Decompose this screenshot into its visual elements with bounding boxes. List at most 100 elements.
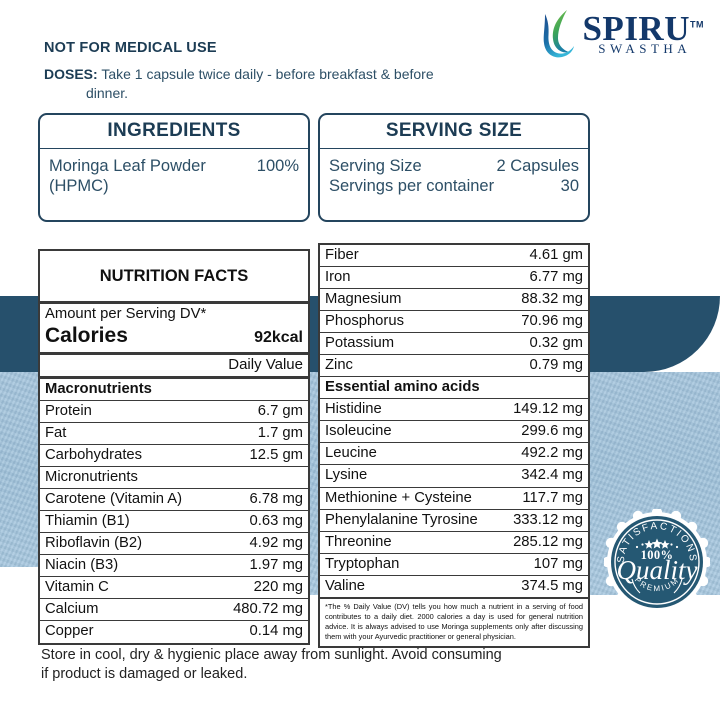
storage-line-2: if product is damaged or leaked.: [41, 665, 248, 682]
nutrition-row: Isoleucine 299.6 mg: [320, 421, 588, 444]
nutrition-row: Valine 374.5 mg: [320, 575, 588, 597]
header-block: NOT FOR MEDICAL USE DOSES: Take 1 capsul…: [44, 40, 564, 103]
nutrient-label: Lysine: [325, 467, 368, 484]
nutrition-row: Riboflavin (B2) 4.92 mg: [40, 533, 308, 556]
serving-size-row: Serving Size 2 Capsules: [329, 156, 579, 176]
daily-value-label: Daily Value: [228, 355, 303, 373]
nutrition-facts-table-left: NUTRITION FACTS Amount per Serving DV* C…: [38, 249, 310, 645]
nutrition-row: Vitamin C 220 mg: [40, 577, 308, 600]
nutrient-value: 285.12 mg: [513, 533, 583, 550]
nutrition-row: Fat 1.7 gm: [40, 423, 308, 446]
nutrient-label: Zinc: [325, 357, 353, 374]
nutrient-label: Riboflavin (B2): [45, 535, 143, 552]
nutrient-label: Magnesium: [325, 291, 402, 308]
doses-label: DOSES: [44, 66, 94, 82]
serving-size-label: Servings per container: [329, 177, 495, 196]
nutrition-row: Protein 6.7 gm: [40, 401, 308, 424]
badge-main-text: Quality: [617, 555, 698, 585]
serving-size-label: Serving Size: [329, 157, 422, 175]
nutrition-row: Thiamin (B1) 0.63 mg: [40, 511, 308, 534]
nutrition-row: Leucine 492.2 mg: [320, 443, 588, 466]
nutrient-value: 107 mg: [533, 555, 583, 572]
ingredients-box: INGREDIENTS Moringa Leaf Powder 100% (HP…: [38, 113, 310, 222]
nutrient-label: Potassium: [325, 335, 395, 352]
nutrient-label: Methionine + Cysteine: [325, 489, 472, 506]
dosage-instructions: DOSES: Take 1 capsule twice daily - befo…: [44, 65, 564, 103]
serving-size-value: 30: [560, 177, 579, 196]
amount-per-serving-row: Amount per Serving DV*: [40, 304, 308, 324]
nutrient-value: 149.12 mg: [513, 401, 583, 418]
brand-logo: SPIRUTM SWASTHA: [536, 8, 704, 60]
serving-size-value: 2 Capsules: [496, 157, 579, 175]
doses-separator: :: [93, 66, 98, 82]
nutrient-label: Micronutrients: [45, 469, 138, 486]
nutrition-row: Zinc 0.79 mg: [320, 355, 588, 378]
nutrition-row: Carotene (Vitamin A) 6.78 mg: [40, 489, 308, 512]
nutrient-label: Vitamin C: [45, 579, 109, 596]
nutrition-row: Tryptophan 107 mg: [320, 553, 588, 576]
nutrient-label: Niacin (B3): [45, 557, 119, 574]
nutrient-value: 374.5 mg: [521, 577, 583, 594]
nutrient-label: Carotene (Vitamin A): [45, 491, 183, 508]
brand-name: SPIRU: [582, 9, 690, 49]
nutrition-row: Methionine + Cysteine 117.7 mg: [320, 487, 588, 510]
nutrient-label: Leucine: [325, 445, 377, 462]
nutrient-label: Calcium: [45, 601, 99, 618]
nutrient-value: 4.61 gm: [529, 247, 583, 263]
nutrient-value: 6.77 mg: [529, 269, 583, 286]
nutrient-label: Essential amino acids: [325, 379, 480, 396]
quality-seal-icon: SATISFACTIONS 100% Quality PREMIUM: [604, 509, 710, 615]
nutrient-label: Iron: [325, 269, 351, 286]
daily-value-row: Daily Value: [40, 354, 308, 379]
nutrient-value: 220 mg: [253, 579, 303, 596]
ingredient-name: Moringa Leaf Powder: [49, 157, 206, 175]
nutrient-label: Phosphorus: [325, 313, 404, 330]
nutrition-row: Lysine 342.4 mg: [320, 465, 588, 488]
nutrition-row: Threonine 285.12 mg: [320, 531, 588, 554]
nutrient-label: Copper: [45, 623, 94, 640]
daily-value-footnote: *The % Daily Value (DV) tells you how mu…: [320, 596, 588, 646]
ingredient-percent: 100%: [256, 157, 299, 175]
nutrition-row: Iron 6.77 mg: [320, 267, 588, 290]
nutrition-row: Fiber 4.61 gm: [320, 245, 588, 268]
serving-size-row: Servings per container 30: [329, 176, 579, 196]
badge-stars: [635, 538, 679, 549]
trademark-symbol: TM: [690, 19, 704, 30]
badge-percent-text: 100%: [641, 548, 674, 562]
nutrient-value: 333.12 mg: [513, 511, 583, 528]
nutrient-value: 4.92 mg: [249, 535, 303, 552]
nutrition-right-rows: Fiber 4.61 gm Iron 6.77 mg Magnesium 88.32 mg…: [320, 245, 588, 597]
nutrient-value: 88.32 mg: [521, 291, 583, 308]
calories-label: Calories: [45, 324, 128, 348]
nutrient-value: 117.7 mg: [522, 489, 583, 506]
nutrition-facts-title: NUTRITION FACTS: [40, 251, 308, 304]
nutrient-value: 0.32 gm: [529, 335, 583, 352]
nutrition-row: Micronutrients: [40, 467, 308, 490]
nutrition-row: Essential amino acids: [320, 377, 588, 400]
nutrient-value: 1.97 mg: [249, 557, 303, 574]
nutrient-label: Carbohydrates: [45, 447, 143, 464]
nutrition-row: Histidine 149.12 mg: [320, 399, 588, 422]
ingredients-body: Moringa Leaf Powder 100% (HPMC): [40, 149, 308, 202]
nutrition-row: Calcium 480.72 mg: [40, 599, 308, 622]
nutrient-value: 299.6 mg: [521, 423, 583, 440]
ingredients-title: INGREDIENTS: [40, 115, 308, 149]
storage-instructions: Store in cool, dry & hygienic place away…: [41, 646, 601, 684]
nutrient-label: Tryptophan: [325, 555, 400, 572]
nutrient-label: Isoleucine: [325, 423, 392, 440]
nutrient-label: Phenylalanine Tyrosine: [325, 511, 478, 528]
nutrient-value: 6.78 mg: [249, 491, 303, 508]
nutrition-row: Phenylalanine Tyrosine 333.12 mg: [320, 509, 588, 532]
serving-size-body: Serving Size 2 Capsules Servings per conta…: [320, 149, 588, 202]
serving-size-box: SERVING SIZE Serving Size 2 Capsules Servi…: [318, 113, 590, 222]
storage-line-1: Store in cool, dry & hygienic place away…: [41, 647, 502, 663]
nutrient-value: 480.72 mg: [233, 601, 303, 618]
ingredient-row: Moringa Leaf Powder 100%: [49, 156, 299, 176]
nutrient-label: Fiber: [325, 247, 359, 263]
nutrient-label: Histidine: [325, 401, 382, 418]
nutrient-label: Macronutrients: [45, 380, 152, 397]
calories-row: Calories 92kcal: [40, 323, 308, 355]
nutrition-row: Carbohydrates 12.5 gm: [40, 445, 308, 468]
nutrient-value: 0.14 mg: [249, 623, 303, 640]
